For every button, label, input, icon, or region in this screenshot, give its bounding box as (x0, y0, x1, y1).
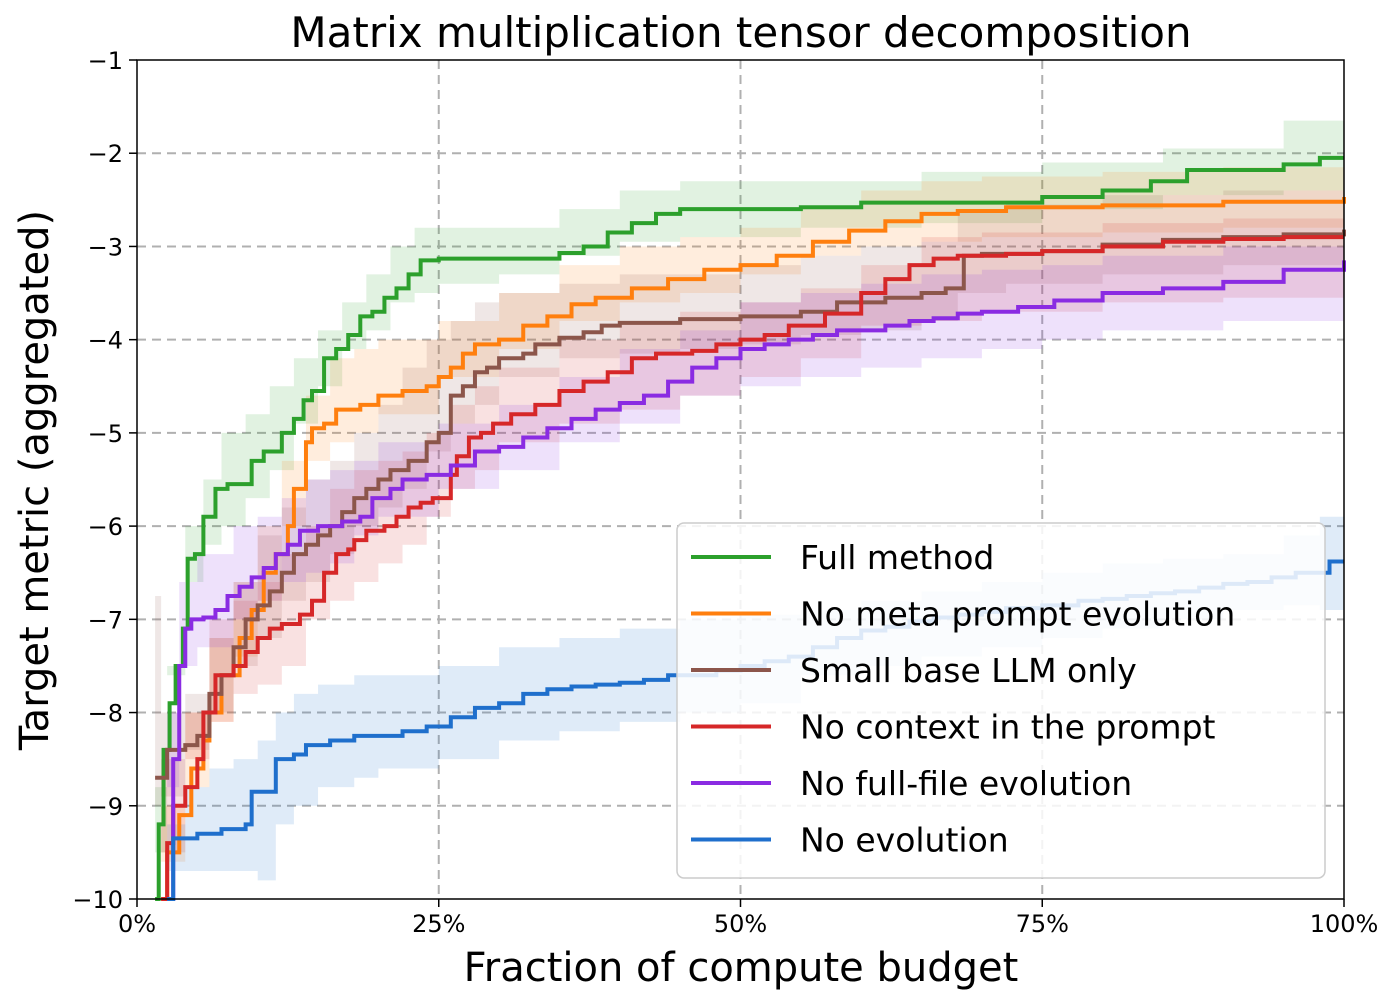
y-tick-label-1: −9 (88, 793, 123, 821)
legend-label-3: No context in the prompt (800, 708, 1216, 747)
line-series-2 (155, 229, 1346, 780)
y-tick-label-8: −2 (88, 140, 123, 168)
line-series-0 (155, 155, 1344, 901)
y-tick-label-9: −1 (88, 47, 123, 75)
y-tick-label-5: −5 (88, 420, 123, 448)
y-tick-label-3: −7 (88, 606, 123, 634)
line-series-3 (161, 235, 1344, 901)
x-tick-label-1: 25% (412, 910, 465, 938)
y-tick-label-6: −4 (88, 327, 123, 355)
y-tick-label-7: −3 (88, 233, 123, 261)
band-series-4 (167, 237, 1344, 900)
y-axis-label: Target metric (aggregated) (12, 210, 58, 751)
y-tick-label-0: −10 (72, 886, 123, 914)
band-series-2 (155, 185, 1345, 834)
y-tick-label-4: −6 (88, 513, 123, 541)
x-tick-label-4: 100% (1310, 910, 1379, 938)
axis-ticks: 0% 25% 50% 75% 100% −10 −9 −8 −7 −6 −5 −4 −3 −2 −1 (72, 47, 1378, 938)
legend-label-5: No evolution (800, 821, 1009, 860)
legend-box (676, 522, 1326, 879)
legend: Full method No meta prompt evolution Small… (676, 522, 1326, 879)
legend-label-2: Small base LLM only (800, 651, 1137, 690)
chart-title: Matrix multiplication tensor decompositi… (290, 8, 1191, 57)
y-tick-label-2: −8 (88, 700, 123, 728)
line-series-1 (161, 197, 1346, 901)
band-series-1 (161, 157, 1344, 900)
band-series-0 (155, 111, 1345, 900)
x-axis-label: Fraction of compute budget (464, 945, 1019, 991)
legend-label-1: No meta prompt evolution (800, 595, 1235, 634)
x-tick-label-2: 50% (714, 910, 767, 938)
x-tick-label-0: 0% (118, 910, 156, 938)
legend-label-0: Full method (800, 538, 994, 577)
x-tick-label-3: 75% (1016, 910, 1069, 938)
line-series-4 (167, 260, 1346, 901)
legend-label-4: No full-file evolution (800, 764, 1132, 803)
